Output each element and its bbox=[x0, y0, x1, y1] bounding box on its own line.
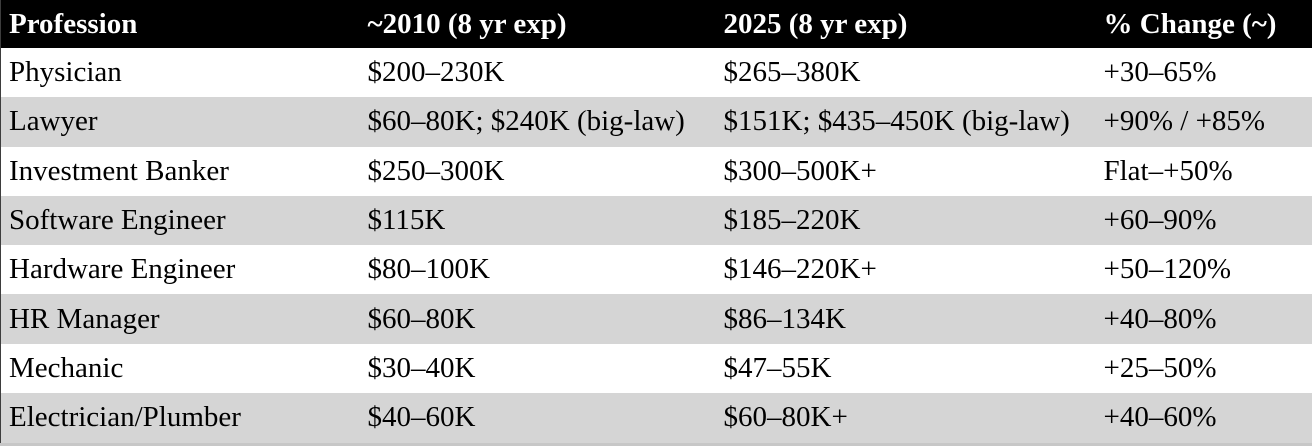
table-row: Hardware Engineer $80–100K $146–220K+ +50–1… bbox=[0, 245, 1312, 295]
value-cell: $80–100K bbox=[367, 253, 490, 286]
table-row: Physician $200–230K $265–380K +30–65% bbox=[0, 48, 1312, 98]
value-cell: +30–65% bbox=[1103, 56, 1217, 89]
table-row: Mechanic $30–40K $47–55K +25–50% bbox=[0, 343, 1312, 393]
value-cell: Flat–+50% bbox=[1103, 154, 1233, 187]
value-cell: $47–55K bbox=[723, 351, 832, 384]
column-header-0: Profession bbox=[0, 0, 360, 48]
value-cell: +40–60% bbox=[1103, 401, 1217, 434]
value-cell: +90% / +85% bbox=[1103, 105, 1266, 138]
value-cell: $151K; $435–450K (big-law) bbox=[723, 105, 1070, 138]
value-cell: +40–80% bbox=[1103, 302, 1217, 335]
value-cell: $265–380K bbox=[723, 56, 861, 89]
profession-cell: Electrician/Plumber bbox=[9, 401, 241, 434]
profession-cell: HR Manager bbox=[9, 302, 160, 335]
value-cell: +50–120% bbox=[1103, 253, 1232, 286]
profession-cell: Physician bbox=[9, 56, 122, 89]
value-cell: $86–134K bbox=[723, 302, 846, 335]
value-cell: $250–300K bbox=[367, 154, 505, 187]
column-header-3: % Change (~) bbox=[1095, 0, 1312, 48]
value-cell: $185–220K bbox=[723, 203, 861, 236]
table-row: Electrician/Plumber $40–60K $60–80K+ +40–60… bbox=[0, 392, 1312, 445]
profession-cell: Hardware Engineer bbox=[9, 253, 236, 286]
value-cell: +60–90% bbox=[1103, 203, 1217, 236]
value-cell: $60–80K bbox=[367, 302, 476, 335]
profession-cell: Investment Banker bbox=[9, 154, 229, 187]
value-cell: $200–230K bbox=[367, 56, 505, 89]
profession-cell: Software Engineer bbox=[9, 203, 226, 236]
profession-cell: Lawyer bbox=[9, 105, 98, 138]
column-header-2: 2025 (8 yr exp) bbox=[715, 0, 1096, 48]
table-row: Lawyer $60–80K; $240K (big-law) $151K; $43… bbox=[0, 97, 1312, 147]
table-row: Software Engineer $115K $185–220K +60–90% bbox=[0, 195, 1312, 246]
table-body: Physician $200–230K $265–380K +30–65% Lawyer… bbox=[0, 48, 1312, 445]
value-cell: $115K bbox=[367, 203, 446, 236]
column-header-1: ~2010 (8 yr exp) bbox=[359, 0, 716, 48]
value-cell: $146–220K+ bbox=[723, 253, 877, 286]
value-cell: $60–80K; $240K (big-law) bbox=[367, 105, 685, 138]
value-cell: $60–80K+ bbox=[723, 401, 848, 434]
value-cell: +25–50% bbox=[1103, 351, 1217, 384]
table-row: HR Manager $60–80K $86–134K +40–80% bbox=[0, 294, 1312, 344]
header-row: Profession ~2010 (8 yr exp) 2025 (8 yr exp… bbox=[0, 0, 1312, 48]
value-cell: $30–40K bbox=[367, 351, 476, 384]
value-cell: $40–60K bbox=[367, 401, 476, 434]
table-row: Investment Banker $250–300K $300–500K+ Flat… bbox=[0, 146, 1312, 196]
profession-cell: Mechanic bbox=[9, 351, 124, 384]
value-cell: $300–500K+ bbox=[723, 154, 877, 187]
